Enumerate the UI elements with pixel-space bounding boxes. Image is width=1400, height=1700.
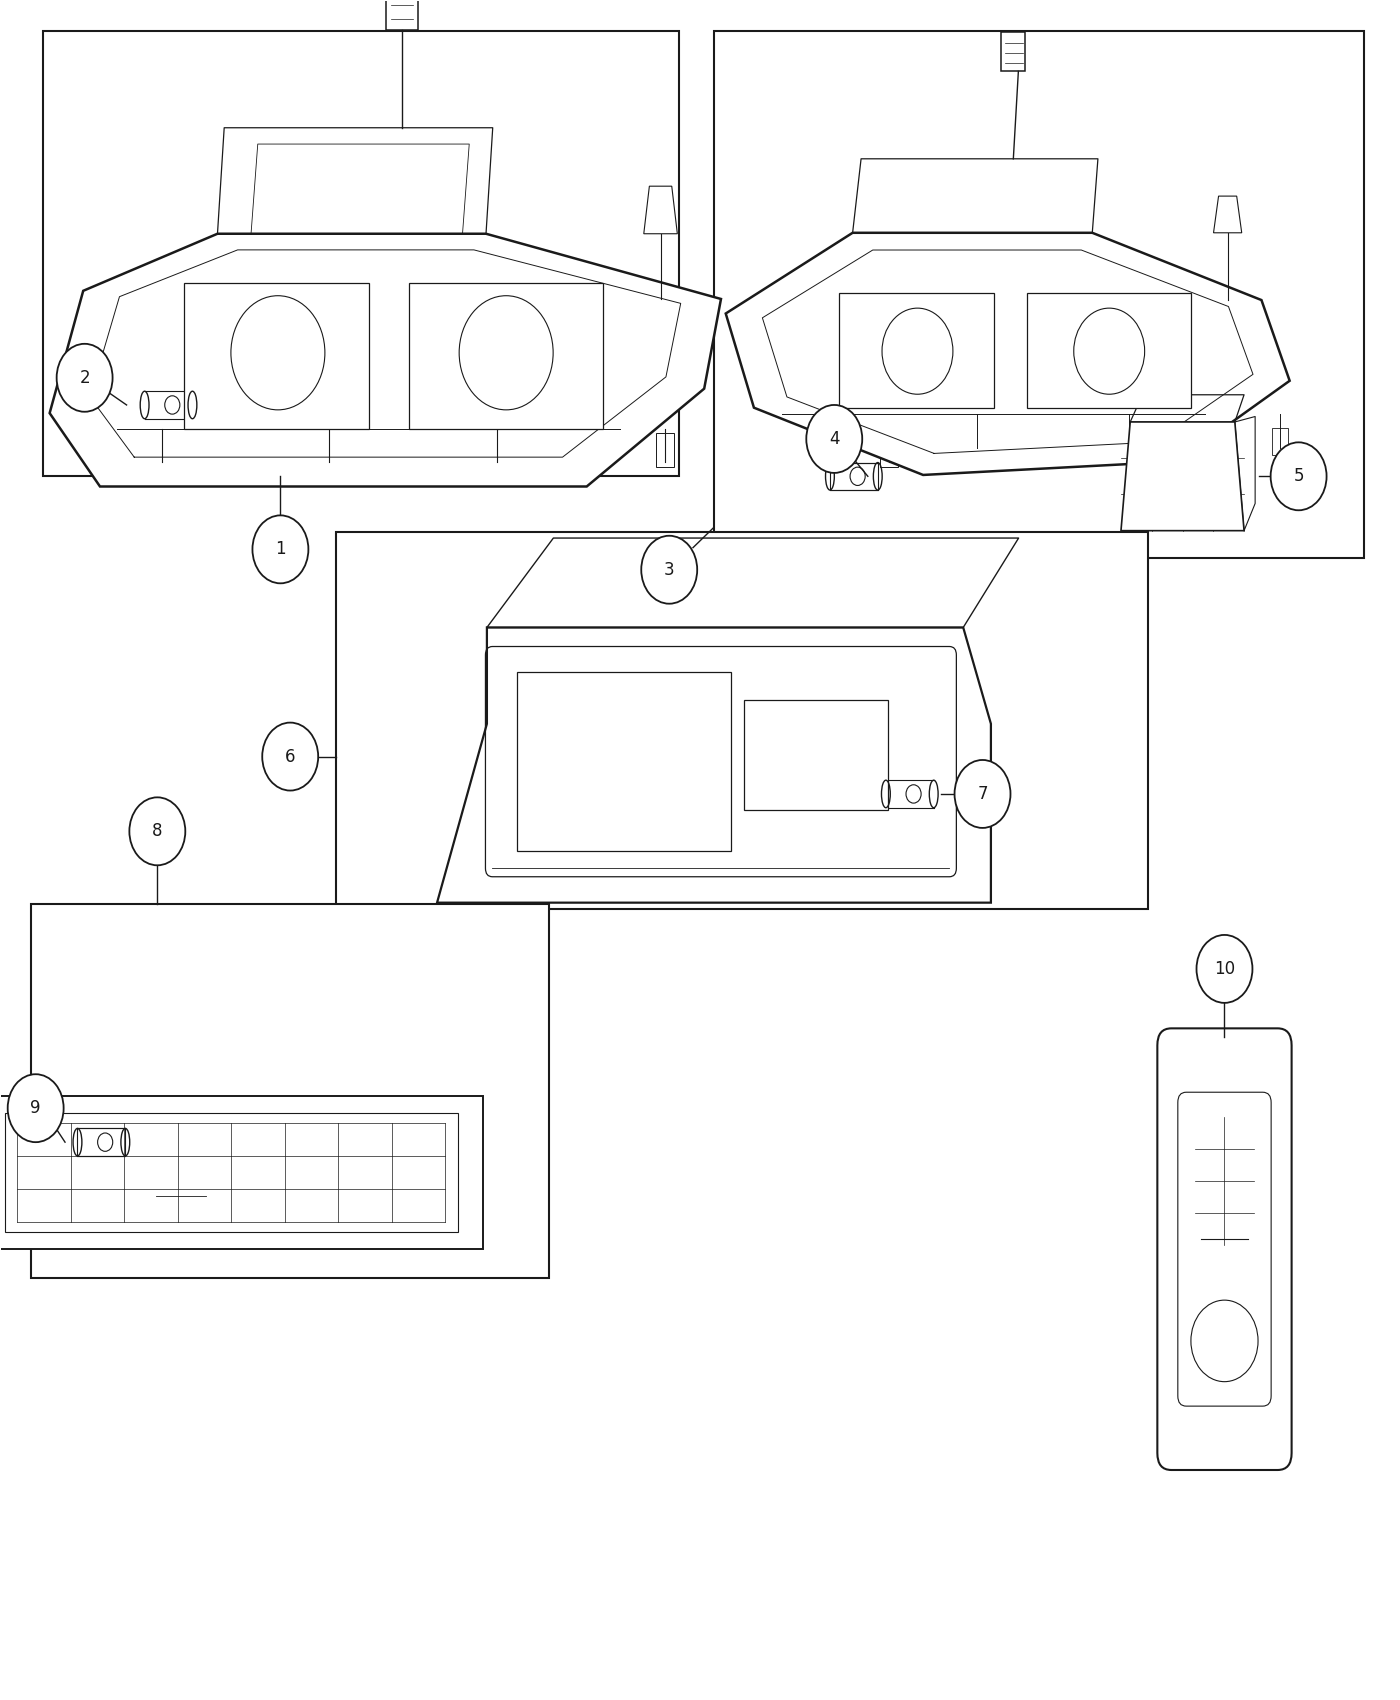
FancyBboxPatch shape (489, 434, 507, 468)
Polygon shape (839, 294, 994, 408)
FancyBboxPatch shape (518, 672, 731, 852)
FancyBboxPatch shape (1120, 428, 1137, 456)
Text: 7: 7 (977, 785, 988, 802)
FancyBboxPatch shape (321, 434, 339, 468)
Polygon shape (644, 187, 678, 233)
Circle shape (262, 722, 318, 790)
Polygon shape (1028, 294, 1191, 408)
Text: 10: 10 (1214, 960, 1235, 977)
FancyBboxPatch shape (4, 1114, 458, 1232)
FancyBboxPatch shape (969, 428, 986, 456)
Circle shape (252, 515, 308, 583)
FancyBboxPatch shape (657, 434, 673, 468)
Polygon shape (725, 233, 1289, 474)
Text: 8: 8 (153, 823, 162, 840)
Polygon shape (183, 282, 368, 430)
Text: 2: 2 (80, 369, 90, 388)
Text: 5: 5 (1294, 468, 1303, 484)
Circle shape (129, 797, 185, 865)
FancyBboxPatch shape (830, 462, 878, 490)
FancyBboxPatch shape (153, 434, 171, 468)
FancyBboxPatch shape (745, 700, 889, 809)
FancyBboxPatch shape (0, 1096, 483, 1250)
Text: 1: 1 (276, 541, 286, 558)
FancyBboxPatch shape (386, 0, 417, 31)
Polygon shape (1214, 196, 1242, 233)
FancyBboxPatch shape (31, 904, 549, 1278)
FancyBboxPatch shape (1196, 1117, 1254, 1244)
Text: 6: 6 (286, 748, 295, 765)
Circle shape (955, 760, 1011, 828)
Text: 4: 4 (829, 430, 840, 447)
Polygon shape (409, 282, 603, 430)
FancyBboxPatch shape (879, 434, 897, 468)
Polygon shape (437, 627, 991, 903)
FancyBboxPatch shape (1271, 428, 1288, 456)
Polygon shape (1121, 422, 1245, 530)
Circle shape (641, 536, 697, 604)
FancyBboxPatch shape (1158, 1028, 1292, 1470)
FancyBboxPatch shape (77, 1129, 126, 1156)
Circle shape (7, 1074, 63, 1142)
FancyBboxPatch shape (819, 428, 834, 456)
Text: 3: 3 (664, 561, 675, 578)
FancyBboxPatch shape (1001, 32, 1025, 71)
FancyBboxPatch shape (42, 31, 679, 476)
Polygon shape (49, 233, 721, 486)
FancyBboxPatch shape (144, 391, 192, 418)
FancyBboxPatch shape (714, 31, 1365, 558)
Circle shape (1197, 935, 1253, 1003)
Text: 9: 9 (31, 1100, 41, 1117)
Circle shape (56, 343, 112, 411)
Circle shape (806, 405, 862, 473)
FancyBboxPatch shape (336, 532, 1148, 910)
Circle shape (1271, 442, 1327, 510)
FancyBboxPatch shape (886, 780, 934, 808)
